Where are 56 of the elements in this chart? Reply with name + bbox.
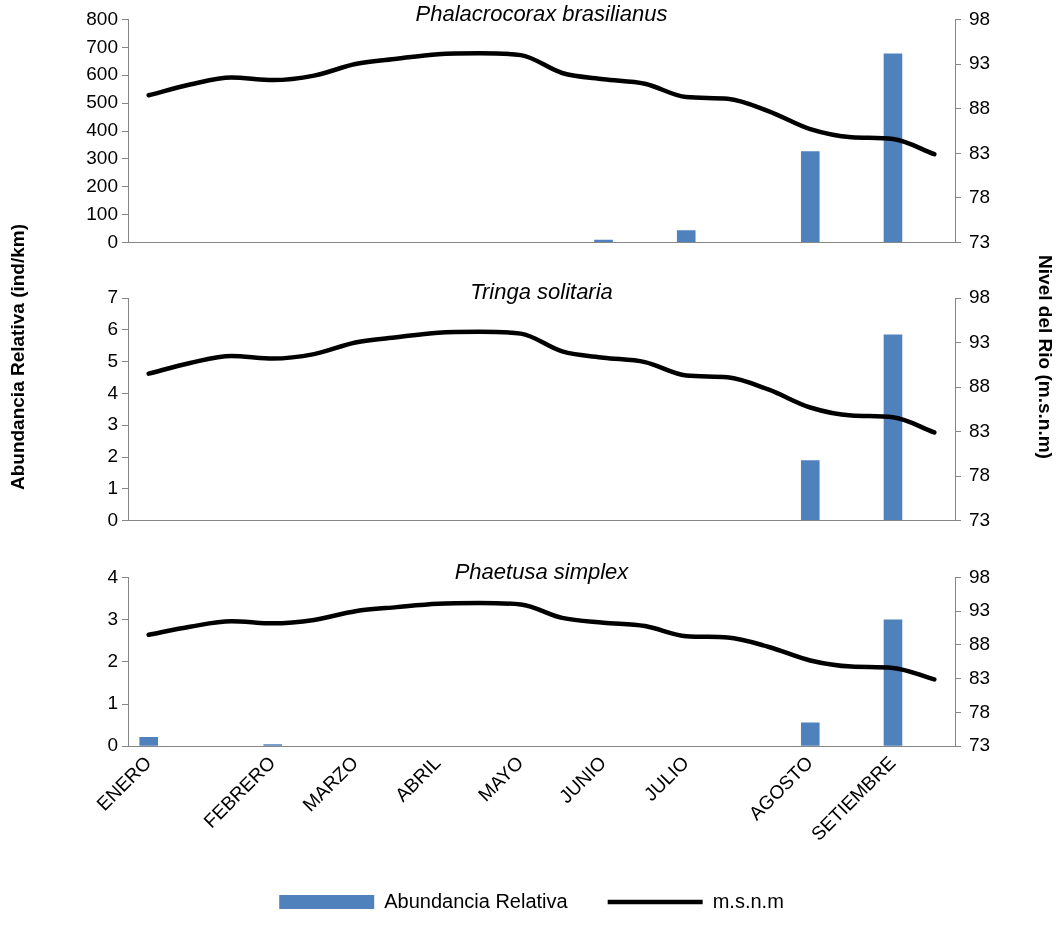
bar — [800, 722, 820, 746]
y-tick-label: 2 — [107, 445, 118, 467]
y-tick-label: 0 — [107, 508, 118, 530]
y2-tick-label: 93 — [969, 330, 991, 352]
line-series — [146, 600, 937, 682]
y2-tick-label: 88 — [969, 96, 991, 118]
y-axis-title: Abundancia Relativa (ind/km) — [7, 223, 29, 491]
y2-tick-label: 83 — [969, 666, 991, 688]
y-tick-label: 1 — [107, 477, 118, 499]
y2-tick-label: 98 — [969, 565, 991, 587]
y-tick-label: 700 — [86, 35, 118, 57]
y2-tick-label: 93 — [969, 599, 991, 621]
y-tick-label: 600 — [86, 63, 118, 85]
y-tick-label: 5 — [107, 349, 118, 371]
y-tick-label: 800 — [86, 7, 118, 29]
bar — [800, 151, 820, 243]
y2-tick-label: 93 — [969, 52, 991, 74]
y-tick-label: 500 — [86, 91, 118, 113]
y-tick-label: 2 — [107, 650, 118, 672]
y-tick-label: 4 — [107, 565, 119, 587]
y-tick-label: 200 — [86, 175, 118, 197]
y-tick-label: 400 — [86, 119, 118, 141]
y2-tick-label: 98 — [969, 7, 991, 29]
y-tick-label: 7 — [107, 286, 118, 308]
y2-tick-label: 78 — [969, 464, 991, 486]
y2-tick-label: 83 — [969, 419, 991, 441]
y-tick-label: 4 — [107, 381, 119, 403]
y-tick-label: 1 — [107, 692, 118, 714]
y2-axis-title: Nivel del Rio (m.s.n.m) — [1034, 255, 1056, 459]
y-tick-label: 300 — [86, 147, 118, 169]
y-tick-label: 3 — [107, 413, 118, 435]
y2-tick-label: 73 — [969, 734, 991, 756]
line-series — [146, 329, 937, 435]
y2-tick-label: 83 — [969, 141, 991, 163]
y2-tick-label: 73 — [969, 230, 991, 252]
bar — [676, 230, 696, 243]
y2-tick-label: 73 — [969, 508, 991, 530]
y2-tick-label: 78 — [969, 186, 991, 208]
legend-label: Abundancia Relativa — [384, 889, 569, 912]
y2-tick-label: 88 — [969, 375, 991, 397]
y-tick-label: 100 — [86, 202, 118, 224]
chart-title: Phalacrocorax brasilianus — [415, 0, 668, 26]
bar — [883, 619, 903, 746]
chart-title: Tringa solitaria — [470, 279, 613, 305]
bar — [139, 736, 158, 746]
line-series — [146, 51, 937, 157]
y2-tick-label: 88 — [969, 633, 991, 655]
y-tick-label: 6 — [107, 318, 118, 340]
y-tick-label: 0 — [107, 230, 118, 252]
y2-tick-label: 78 — [969, 700, 991, 722]
bar — [883, 53, 903, 243]
y2-tick-label: 98 — [969, 286, 991, 308]
chart-title: Phaetusa simplex — [454, 558, 630, 584]
y-tick-label: 0 — [107, 734, 118, 756]
y-tick-label: 3 — [107, 607, 118, 629]
legend-label: m.s.n.m — [712, 889, 784, 912]
